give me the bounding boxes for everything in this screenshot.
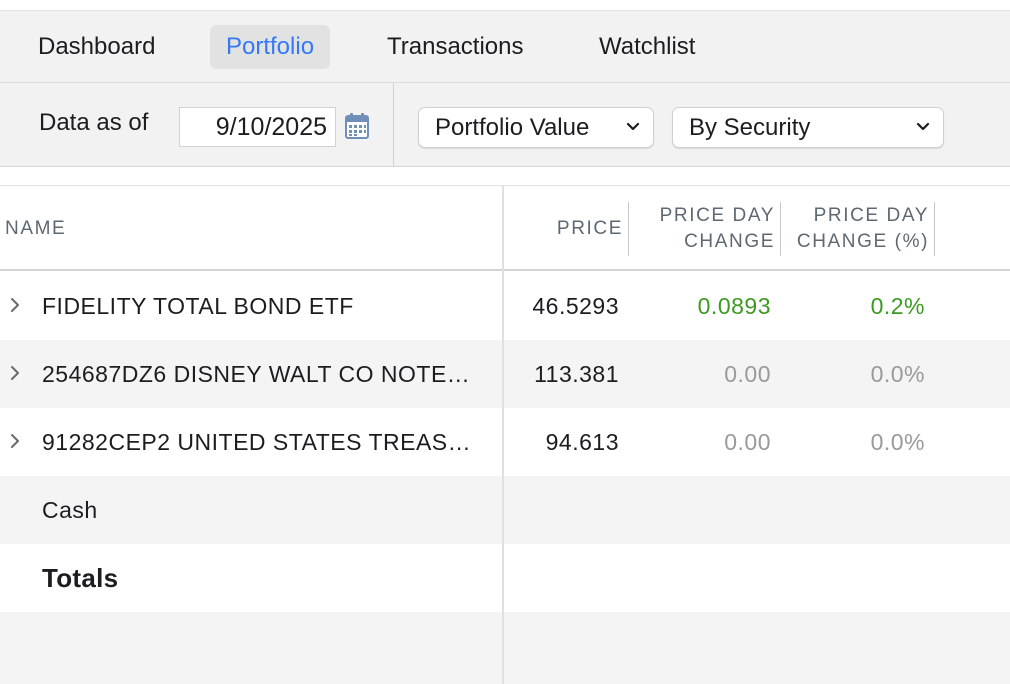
view-select-value: Portfolio Value [435, 114, 590, 141]
column-header-price-day-change-pct[interactable]: PRICE DAY CHANGE (%) [797, 203, 929, 255]
toolbar-gap [0, 167, 1010, 185]
data-as-of-label: Data as of [39, 109, 149, 136]
price-day-change-value: 0.00 [724, 429, 771, 455]
price-value: 113.381 [534, 361, 619, 387]
column-divider [502, 185, 504, 684]
tab-transactions[interactable]: Transactions [387, 33, 524, 60]
header-line: PRICE DAY [659, 205, 775, 226]
calendar-icon[interactable] [345, 113, 369, 139]
column-separator [780, 202, 781, 256]
price-value: 94.613 [545, 429, 619, 455]
table-header: NAME PRICE PRICE DAY CHANGE PRICE DAY CH… [0, 185, 1010, 271]
table-row[interactable]: 91282CEP2 UNITED STATES TREAS… 94.613 0.… [0, 408, 1010, 476]
tab-bar: Dashboard Portfolio Transactions Watchli… [0, 10, 1010, 83]
chevron-down-icon [916, 122, 930, 131]
price-day-change-pct-value: 0.0% [870, 429, 925, 455]
column-separator [628, 202, 629, 256]
price-value: 46.5293 [532, 293, 619, 319]
price-day-change-pct-value: 0.2% [870, 293, 925, 319]
column-header-name[interactable]: NAME [5, 218, 67, 239]
empty-row [0, 612, 1010, 684]
top-gap [0, 0, 1010, 10]
totals-row: Totals [0, 544, 1010, 612]
tab-portfolio[interactable]: Portfolio [210, 25, 331, 69]
cash-label: Cash [42, 497, 98, 523]
column-header-price[interactable]: PRICE [556, 218, 623, 239]
header-line: CHANGE (%) [796, 231, 929, 252]
tab-watchlist[interactable]: Watchlist [599, 33, 696, 60]
header-line: PRICE DAY [813, 205, 929, 226]
security-name: FIDELITY TOTAL BOND ETF [42, 293, 354, 319]
header-line: CHANGE [684, 231, 775, 252]
table-row[interactable]: 254687DZ6 DISNEY WALT CO NOTE… 113.381 0… [0, 340, 1010, 408]
tab-dashboard[interactable]: Dashboard [38, 33, 156, 60]
cash-row[interactable]: Cash [0, 476, 1010, 544]
group-select-value: By Security [689, 114, 811, 141]
date-input[interactable]: 9/10/2025 [179, 107, 336, 147]
column-separator [934, 202, 935, 256]
view-select[interactable]: Portfolio Value [418, 107, 654, 148]
security-name: 91282CEP2 UNITED STATES TREAS… [42, 429, 472, 455]
totals-label: Totals [42, 563, 119, 593]
security-name: 254687DZ6 DISNEY WALT CO NOTE… [42, 361, 471, 387]
toolbar-divider [393, 83, 394, 167]
toolbar: Data as of 9/10/2025 Portfolio Value By … [0, 83, 1010, 167]
chevron-down-icon [626, 122, 640, 131]
column-header-price-day-change[interactable]: PRICE DAY CHANGE [660, 203, 775, 255]
chevron-right-icon[interactable] [8, 296, 22, 314]
chevron-right-icon[interactable] [8, 364, 22, 382]
chevron-right-icon[interactable] [8, 432, 22, 450]
group-select[interactable]: By Security [672, 107, 944, 148]
price-day-change-value: 0.0893 [697, 293, 771, 319]
price-day-change-pct-value: 0.0% [870, 361, 925, 387]
price-day-change-value: 0.00 [724, 361, 771, 387]
table-row[interactable]: FIDELITY TOTAL BOND ETF 46.5293 0.0893 0… [0, 272, 1010, 340]
